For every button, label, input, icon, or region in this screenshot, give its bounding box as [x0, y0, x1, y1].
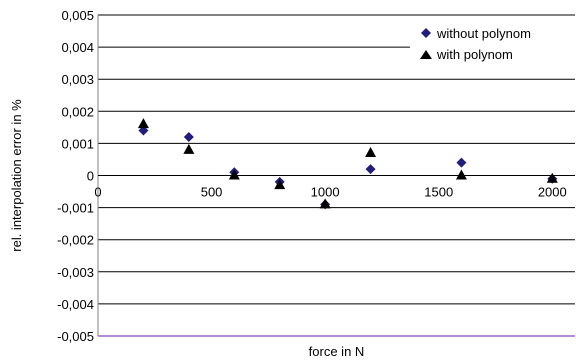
point-with-polynom: [546, 172, 558, 183]
x-tick-label: 1500: [424, 185, 453, 200]
x-axis-title: force in N: [309, 344, 365, 359]
y-tick-label: 0,001: [61, 136, 94, 151]
legend-background: [410, 20, 576, 68]
y-tick-label: -0,005: [57, 329, 94, 344]
legend-triangle-marker: [420, 50, 432, 59]
point-with-polynom: [137, 118, 149, 129]
point-with-polynom: [274, 179, 286, 190]
legend-label-with-polynom: with polynom: [436, 47, 513, 62]
x-tick-label: 0: [94, 185, 101, 200]
y-tick-label: -0,001: [57, 201, 94, 216]
y-axis-title: rel. interpolation error in %: [9, 99, 24, 252]
y-tick-label: 0,002: [61, 104, 94, 119]
x-tick-label: 1000: [311, 185, 340, 200]
point-with-polynom: [365, 147, 377, 158]
x-tick-label: 500: [201, 185, 223, 200]
x-tick-labels: 0 500 1000 1500 2000: [94, 185, 566, 200]
legend-diamond-marker: [421, 28, 431, 38]
y-tick-label: 0,005: [61, 8, 94, 23]
x-tick-label: 2000: [538, 185, 567, 200]
point-with-polynom: [455, 169, 467, 180]
y-tick-label: 0: [87, 169, 94, 184]
legend-label-without-polynom: without polynom: [436, 26, 531, 41]
point-without-polynom: [456, 157, 467, 168]
point-with-polynom: [228, 169, 240, 180]
y-tick-labels: 0,005 0,004 0,003 0,002 0,001 0 -0,001 -0,002 -0…: [57, 8, 94, 344]
legend: without polynom with polynom: [410, 20, 576, 68]
data-points: [137, 118, 558, 210]
point-with-polynom: [319, 198, 331, 209]
point-with-polynom: [183, 143, 195, 154]
y-tick-label: -0,002: [57, 233, 94, 248]
axes: [97, 15, 575, 336]
y-tick-label: 0,003: [61, 72, 94, 87]
y-tick-label: -0,004: [57, 297, 94, 312]
y-tick-label: 0,004: [61, 40, 94, 55]
y-tick-label: -0,003: [57, 265, 94, 280]
point-without-polynom: [183, 131, 194, 142]
point-without-polynom: [365, 164, 376, 175]
